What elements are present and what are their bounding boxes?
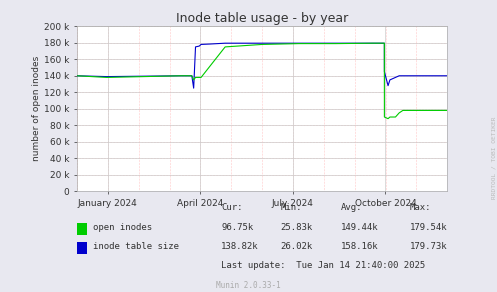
Text: RRDTOOL / TOBI OETIKER: RRDTOOL / TOBI OETIKER — [491, 117, 496, 199]
Text: 149.44k: 149.44k — [340, 223, 378, 232]
Title: Inode table usage - by year: Inode table usage - by year — [176, 12, 348, 25]
Text: 25.83k: 25.83k — [281, 223, 313, 232]
Text: Munin 2.0.33-1: Munin 2.0.33-1 — [216, 281, 281, 290]
Text: 96.75k: 96.75k — [221, 223, 253, 232]
Text: open inodes: open inodes — [93, 223, 152, 232]
Text: Max:: Max: — [410, 203, 431, 212]
Text: Avg:: Avg: — [340, 203, 362, 212]
Text: Cur:: Cur: — [221, 203, 243, 212]
Text: Last update:  Tue Jan 14 21:40:00 2025: Last update: Tue Jan 14 21:40:00 2025 — [221, 261, 425, 270]
Text: 179.73k: 179.73k — [410, 242, 448, 251]
Text: 158.16k: 158.16k — [340, 242, 378, 251]
Y-axis label: number of open inodes: number of open inodes — [32, 56, 41, 161]
Text: inode table size: inode table size — [93, 242, 179, 251]
Text: 26.02k: 26.02k — [281, 242, 313, 251]
Text: Min:: Min: — [281, 203, 302, 212]
Text: 138.82k: 138.82k — [221, 242, 259, 251]
Text: 179.54k: 179.54k — [410, 223, 448, 232]
